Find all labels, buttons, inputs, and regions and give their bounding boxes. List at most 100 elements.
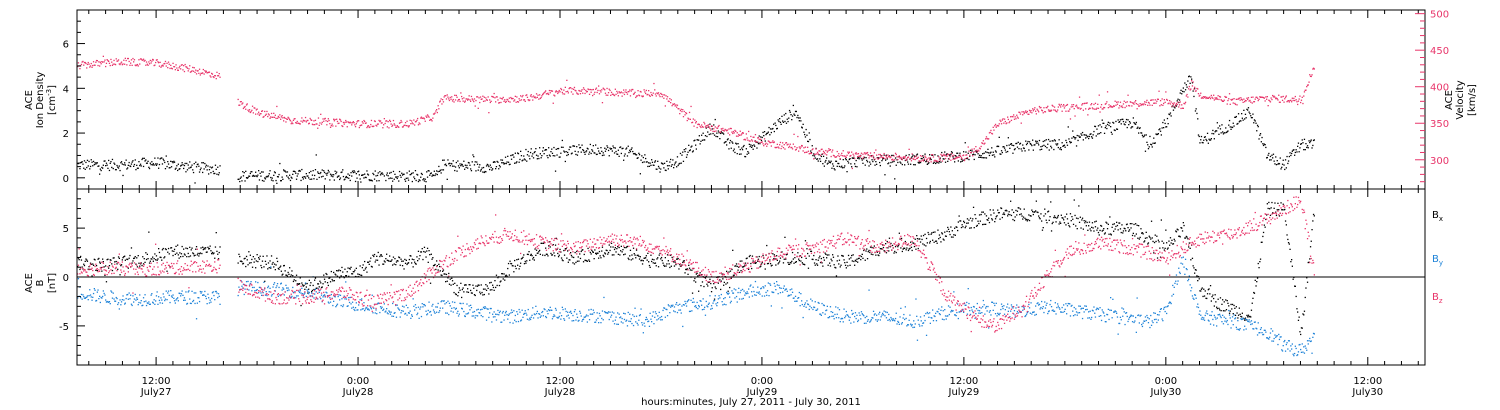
velocity-point bbox=[523, 99, 526, 101]
density-point bbox=[1206, 132, 1209, 134]
density-point bbox=[641, 155, 643, 157]
velocity-point bbox=[468, 95, 470, 97]
density-point bbox=[1297, 142, 1300, 144]
velocity-point bbox=[858, 155, 860, 157]
density-point bbox=[727, 138, 729, 140]
velocity-point bbox=[872, 157, 875, 159]
density-point bbox=[1027, 140, 1029, 143]
velocity-point bbox=[631, 88, 633, 91]
bx-point bbox=[710, 291, 713, 293]
velocity-point bbox=[131, 64, 133, 66]
velocity-point bbox=[978, 150, 980, 152]
bx-point bbox=[494, 280, 496, 282]
density-point bbox=[531, 155, 533, 157]
density-point bbox=[1026, 142, 1028, 144]
bx-point bbox=[1041, 229, 1044, 231]
density-point bbox=[386, 174, 388, 176]
density-point bbox=[451, 165, 454, 167]
velocity-point bbox=[1309, 74, 1311, 76]
velocity-point bbox=[671, 105, 673, 107]
density-point bbox=[1149, 135, 1151, 138]
velocity-point bbox=[157, 61, 159, 63]
bx-point bbox=[1174, 240, 1176, 242]
density-point bbox=[832, 163, 834, 165]
density-point bbox=[1118, 121, 1120, 123]
density-point bbox=[86, 159, 89, 161]
velocity-point bbox=[141, 59, 143, 61]
bx-point bbox=[197, 252, 199, 255]
velocity-point bbox=[699, 125, 701, 127]
velocity-point bbox=[401, 121, 403, 123]
density-point bbox=[743, 144, 745, 147]
bx-point bbox=[1157, 239, 1159, 241]
bx-point bbox=[264, 260, 267, 262]
density-point bbox=[1293, 149, 1295, 151]
density-point bbox=[960, 158, 963, 160]
velocity-point bbox=[300, 120, 302, 122]
bx-point bbox=[1081, 217, 1084, 219]
bx-point bbox=[794, 261, 797, 263]
bx-point bbox=[1107, 223, 1109, 225]
bx-point bbox=[161, 259, 163, 261]
density-point bbox=[404, 180, 407, 182]
density-point bbox=[758, 135, 760, 137]
bx-point bbox=[487, 287, 489, 289]
velocity-point bbox=[1297, 100, 1300, 102]
density-point bbox=[380, 173, 382, 175]
density-point bbox=[395, 176, 398, 178]
density-point bbox=[1126, 126, 1128, 129]
density-point bbox=[579, 147, 581, 149]
density-point bbox=[507, 161, 510, 163]
bx-point bbox=[769, 259, 771, 261]
velocity-point bbox=[390, 123, 392, 125]
density-point bbox=[352, 171, 354, 174]
velocity-point bbox=[1148, 102, 1150, 104]
velocity-point bbox=[1141, 103, 1143, 106]
density-point bbox=[1284, 159, 1287, 161]
density-point bbox=[1104, 127, 1106, 129]
bx-point bbox=[407, 262, 409, 264]
density-point bbox=[662, 163, 664, 165]
density-point bbox=[807, 140, 810, 143]
velocity-point bbox=[522, 94, 524, 97]
density-point bbox=[438, 165, 440, 168]
bx-point bbox=[898, 232, 900, 234]
bx-point bbox=[811, 258, 813, 260]
bx-point bbox=[439, 270, 441, 272]
bx-point bbox=[208, 248, 210, 250]
bx-point bbox=[278, 268, 280, 270]
density-point bbox=[1302, 142, 1304, 144]
bx-point bbox=[292, 275, 294, 277]
velocity-point bbox=[791, 148, 794, 150]
bx-point bbox=[598, 257, 600, 259]
velocity-point bbox=[838, 155, 841, 158]
velocity-point bbox=[261, 110, 263, 112]
density-point bbox=[1254, 120, 1256, 122]
velocity-point bbox=[464, 101, 466, 103]
bx-point bbox=[464, 284, 466, 286]
bx-point bbox=[1142, 233, 1144, 235]
density-point bbox=[435, 173, 437, 175]
velocity-point bbox=[267, 115, 269, 118]
density-point bbox=[173, 161, 176, 163]
velocity-point bbox=[328, 119, 330, 122]
density-point bbox=[120, 162, 122, 164]
velocity-point bbox=[1187, 96, 1189, 98]
density-point bbox=[894, 157, 897, 159]
density-point bbox=[1262, 144, 1265, 147]
velocity-point bbox=[535, 93, 538, 95]
velocity-point bbox=[705, 125, 707, 127]
density-point bbox=[900, 162, 902, 164]
velocity-point bbox=[487, 96, 489, 98]
bx-point bbox=[1095, 220, 1097, 222]
bx-point bbox=[772, 253, 774, 255]
density-point bbox=[719, 138, 721, 140]
bx-point bbox=[133, 257, 135, 260]
density-point bbox=[1121, 118, 1123, 121]
density-point bbox=[1146, 141, 1148, 143]
velocity-point bbox=[118, 63, 120, 65]
bx-point bbox=[334, 273, 336, 275]
velocity-point bbox=[193, 67, 195, 69]
velocity-point bbox=[704, 126, 707, 128]
density-point bbox=[331, 174, 333, 176]
